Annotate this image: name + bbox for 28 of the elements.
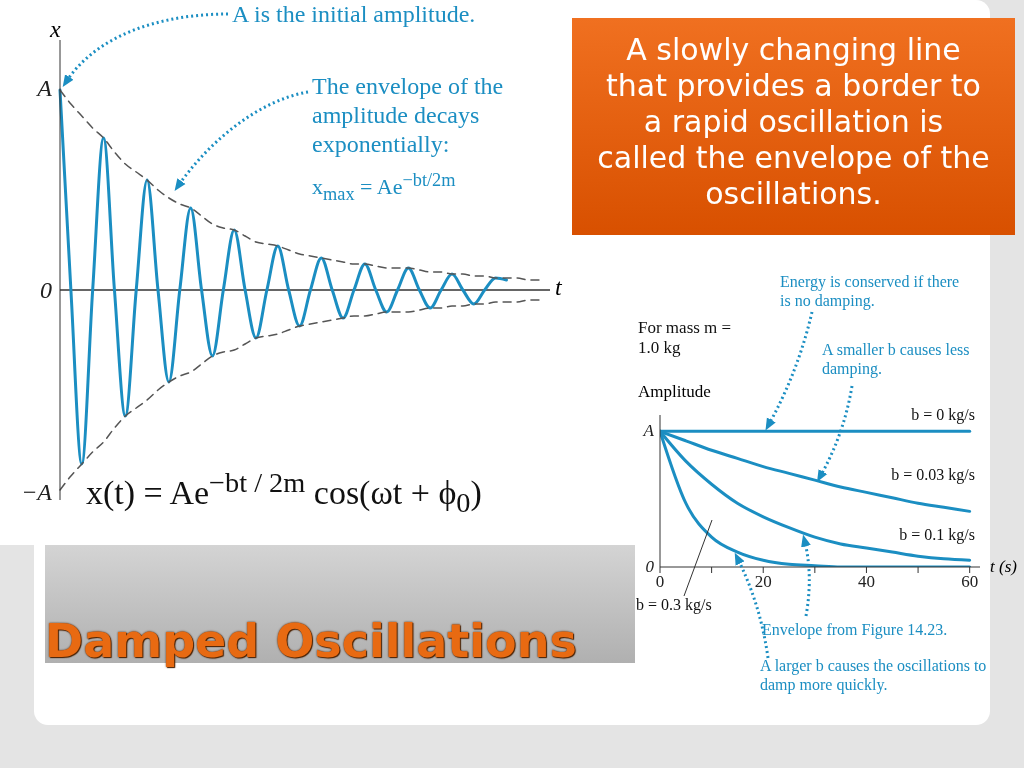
- y-axis-title: Amplitude: [638, 382, 711, 402]
- x-tick-label: 60: [961, 572, 979, 592]
- text: 0: [645, 557, 654, 578]
- series-label: b = 0 kg/s: [911, 406, 975, 424]
- text: A slowly changing line that provides a border to a rapid oscillation is called the envelope of the oscillations.: [572, 18, 1015, 235]
- text: A: [37, 74, 52, 103]
- text: −A: [21, 478, 52, 507]
- annotation: Envelope from Figure 14.23.: [762, 620, 949, 640]
- y-axis-title: x: [50, 16, 61, 43]
- x-tick-label: 40: [857, 572, 875, 592]
- text: b = 0.3 kg/s: [636, 596, 712, 614]
- series-label: b = 0.1 kg/s: [899, 526, 975, 544]
- x-tick-label: 0: [655, 572, 665, 592]
- text: A is the initial amplitude.: [232, 0, 477, 29]
- text: 0: [40, 276, 52, 305]
- text: For mass m = 1.0 kg: [638, 318, 733, 359]
- x-tick-label: 20: [754, 572, 772, 592]
- x-axis-title: t (s): [990, 557, 1017, 577]
- series-label: b = 0.03 kg/s: [891, 466, 975, 484]
- annotation: A smaller b causes less damping.: [822, 340, 971, 379]
- annotation: A larger b causes the oscillations to damp more quickly.: [760, 656, 988, 695]
- annotation: x(t) = Ae$^{−bt / 2m}$ cos(ωt + ϕ$_{0}$): [86, 466, 483, 521]
- text: Damped Oscillations: [45, 614, 577, 668]
- text: A: [643, 421, 654, 442]
- annotation: x$_{max}$ = Ae$^{−bt/2m}$: [312, 170, 457, 206]
- annotation: Energy is conserved if there is no damping.: [780, 272, 961, 311]
- annotation: The envelope of the amplitude decays exponentially:: [312, 72, 505, 159]
- x-axis-title: t: [555, 274, 562, 301]
